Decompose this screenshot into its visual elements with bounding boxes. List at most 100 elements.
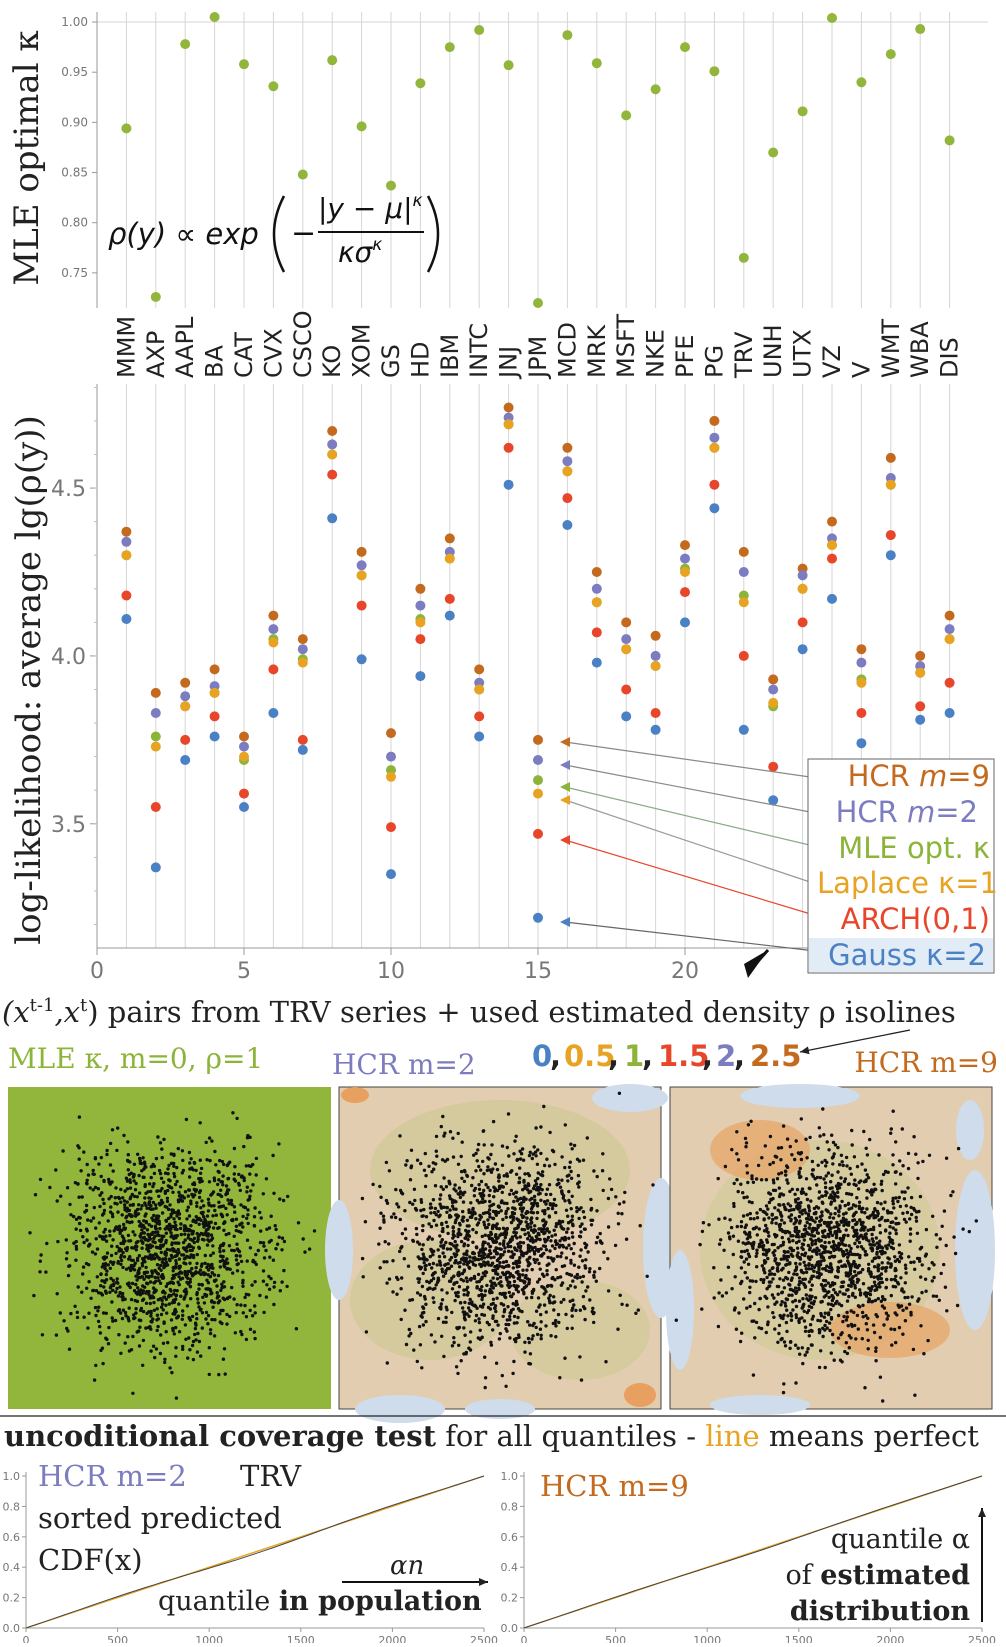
pair-point bbox=[831, 1156, 834, 1159]
kappa-point bbox=[651, 84, 661, 94]
pair-point bbox=[835, 1247, 838, 1250]
legend-gauss: Gauss κ=2 bbox=[828, 938, 986, 972]
pair-point bbox=[802, 1234, 805, 1237]
pair-point bbox=[122, 1240, 125, 1243]
pair-point bbox=[422, 1323, 425, 1326]
pair-point bbox=[847, 1295, 850, 1298]
pair-point bbox=[483, 1314, 486, 1317]
pair-point bbox=[867, 1239, 870, 1242]
pair-point bbox=[779, 1158, 782, 1161]
pair-point bbox=[209, 1254, 212, 1257]
pair-point bbox=[412, 1348, 415, 1351]
pair-point bbox=[239, 1254, 242, 1257]
pair-point bbox=[278, 1197, 281, 1200]
pair-point bbox=[750, 1320, 753, 1323]
pair-point bbox=[853, 1218, 856, 1221]
pair-point bbox=[617, 1212, 620, 1215]
pair-point bbox=[249, 1165, 252, 1168]
loglik-point bbox=[210, 664, 220, 674]
pair-point bbox=[187, 1233, 190, 1236]
pair-point bbox=[837, 1210, 840, 1213]
pair-point bbox=[518, 1181, 521, 1184]
pair-point bbox=[495, 1214, 498, 1217]
pair-point bbox=[719, 1278, 722, 1281]
ticker-label: V bbox=[847, 361, 875, 378]
pair-point bbox=[112, 1279, 115, 1282]
loglik-ytick-label: 4.5 bbox=[51, 477, 86, 502]
pair-point bbox=[924, 1278, 927, 1281]
loglik-point bbox=[680, 587, 690, 597]
connector-mle bbox=[565, 787, 822, 848]
pair-point bbox=[172, 1276, 175, 1279]
pair-point bbox=[545, 1310, 548, 1313]
loglik-point bbox=[621, 711, 631, 721]
pair-point bbox=[829, 1187, 832, 1190]
pair-point bbox=[56, 1292, 59, 1295]
coverage-xtick-label: 500 bbox=[107, 1634, 128, 1643]
pair-point bbox=[440, 1335, 443, 1338]
kappa-ytick-label: 0.90 bbox=[61, 115, 88, 129]
pair-point bbox=[893, 1255, 896, 1258]
pair-point bbox=[99, 1272, 102, 1275]
pair-point bbox=[105, 1153, 108, 1156]
pair-point bbox=[129, 1286, 132, 1289]
pair-point bbox=[179, 1270, 182, 1273]
pair-point bbox=[557, 1313, 560, 1316]
pair-point bbox=[752, 1217, 755, 1220]
loglik-point bbox=[651, 661, 661, 671]
pair-point bbox=[795, 1273, 798, 1276]
pair-point bbox=[454, 1200, 457, 1203]
pair-point bbox=[523, 1281, 526, 1284]
pair-point bbox=[857, 1187, 860, 1190]
pair-point bbox=[152, 1345, 155, 1348]
pair-point bbox=[92, 1216, 95, 1219]
pair-point bbox=[835, 1225, 838, 1228]
loglik-point bbox=[415, 671, 425, 681]
coverage-xtick-label: 500 bbox=[605, 1634, 626, 1643]
pair-point bbox=[85, 1228, 88, 1231]
pair-point bbox=[805, 1350, 808, 1353]
pair-point bbox=[82, 1316, 85, 1319]
pair-point bbox=[501, 1144, 504, 1147]
pair-point bbox=[481, 1276, 484, 1279]
pair-point bbox=[571, 1195, 574, 1198]
pair-point bbox=[217, 1201, 220, 1204]
pair-point bbox=[121, 1196, 124, 1199]
pair-point bbox=[783, 1301, 786, 1304]
pair-point bbox=[175, 1262, 178, 1265]
kappa-point bbox=[327, 55, 337, 65]
pair-point bbox=[816, 1271, 819, 1274]
pair-point bbox=[437, 1317, 440, 1320]
loglik-point bbox=[357, 560, 367, 570]
pair-point bbox=[169, 1289, 172, 1292]
pair-point bbox=[482, 1189, 485, 1192]
kappa-point bbox=[298, 170, 308, 180]
pair-point bbox=[136, 1286, 139, 1289]
pair-point bbox=[552, 1308, 555, 1311]
pair-point bbox=[515, 1173, 518, 1176]
pair-point bbox=[924, 1290, 927, 1293]
pair-point bbox=[882, 1323, 885, 1326]
pair-point bbox=[778, 1277, 781, 1280]
pair-point bbox=[528, 1256, 531, 1259]
pair-point bbox=[216, 1294, 219, 1297]
pair-point bbox=[145, 1302, 148, 1305]
pair-point bbox=[837, 1214, 840, 1217]
pair-point bbox=[75, 1247, 78, 1250]
loglik-point bbox=[357, 570, 367, 580]
pair-point bbox=[798, 1215, 801, 1218]
pair-point bbox=[517, 1245, 520, 1248]
pair-point bbox=[539, 1125, 542, 1128]
pair-point bbox=[138, 1267, 141, 1270]
pair-point bbox=[207, 1268, 210, 1271]
pair-point bbox=[896, 1200, 899, 1203]
pair-point bbox=[94, 1306, 97, 1309]
legend-arch: ARCH(0,1) bbox=[841, 902, 990, 936]
pair-point bbox=[103, 1257, 106, 1260]
pair-point bbox=[485, 1271, 488, 1274]
pair-point bbox=[854, 1184, 857, 1187]
pair-point bbox=[821, 1285, 824, 1288]
pair-point bbox=[571, 1235, 574, 1238]
pair-point bbox=[446, 1232, 449, 1235]
pair-point bbox=[513, 1253, 516, 1256]
